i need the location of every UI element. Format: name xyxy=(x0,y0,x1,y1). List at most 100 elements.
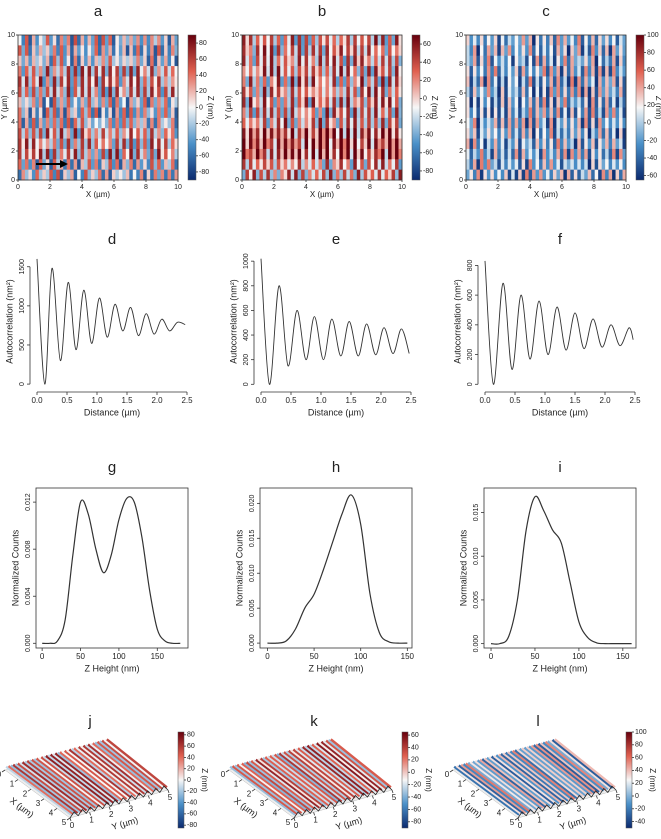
texture xyxy=(353,107,358,119)
texture xyxy=(367,86,372,98)
texture xyxy=(591,138,596,150)
texture xyxy=(125,76,130,88)
texture xyxy=(384,86,389,98)
texture xyxy=(242,97,246,108)
texture xyxy=(322,66,326,77)
texture xyxy=(111,86,116,98)
texture xyxy=(174,45,179,57)
texture xyxy=(18,66,22,77)
texture xyxy=(248,107,253,119)
texture xyxy=(573,107,578,119)
surface-edge xyxy=(293,785,393,819)
texture xyxy=(573,55,578,67)
texture xyxy=(476,35,481,46)
texture xyxy=(528,55,533,67)
texture xyxy=(101,128,106,139)
texture xyxy=(388,117,392,129)
texture xyxy=(472,97,477,108)
texture xyxy=(500,66,505,77)
y-tick-label: 3 xyxy=(353,804,358,813)
texture xyxy=(598,55,603,67)
texture xyxy=(24,128,29,139)
texture xyxy=(391,159,396,171)
texture xyxy=(507,86,512,98)
texture xyxy=(28,66,33,77)
texture xyxy=(460,763,527,814)
texture xyxy=(521,138,526,150)
texture xyxy=(398,107,403,119)
texture xyxy=(297,128,302,139)
texture xyxy=(549,739,612,790)
texture xyxy=(45,55,50,67)
texture xyxy=(542,76,547,88)
texture xyxy=(63,138,68,150)
texture xyxy=(577,45,582,57)
texture xyxy=(504,97,509,108)
texture xyxy=(619,35,623,46)
y-tick-label: 800 xyxy=(467,259,474,271)
texture xyxy=(49,169,54,181)
texture xyxy=(21,117,26,129)
texture xyxy=(297,55,302,67)
texture xyxy=(98,97,102,108)
texture xyxy=(38,86,43,98)
colorbar-tick-label: -40 xyxy=(187,799,197,806)
texture xyxy=(479,97,484,108)
texture xyxy=(507,148,512,160)
texture xyxy=(174,159,179,171)
texture xyxy=(63,749,128,800)
texture xyxy=(325,45,330,57)
texture xyxy=(269,159,274,171)
texture xyxy=(294,107,299,119)
texture xyxy=(252,117,257,129)
texture xyxy=(605,35,610,46)
texture xyxy=(297,66,302,77)
texture xyxy=(469,148,474,160)
texture xyxy=(252,76,257,88)
colorbar-tick-label: -20 xyxy=(411,781,421,788)
texture xyxy=(91,86,95,98)
texture xyxy=(28,86,33,98)
texture xyxy=(469,97,474,108)
texture xyxy=(483,169,488,181)
texture xyxy=(273,45,278,57)
texture xyxy=(395,107,399,119)
texture xyxy=(615,97,620,108)
texture xyxy=(591,159,596,171)
texture xyxy=(104,66,109,77)
texture xyxy=(507,107,512,119)
texture xyxy=(622,66,627,77)
texture xyxy=(132,138,137,150)
texture xyxy=(563,35,568,46)
texture xyxy=(559,97,564,108)
texture xyxy=(483,148,488,160)
texture xyxy=(136,128,141,139)
texture xyxy=(21,35,26,46)
y-tick-label: 8 xyxy=(235,61,239,68)
texture xyxy=(31,128,36,139)
texture xyxy=(514,86,519,98)
texture xyxy=(587,117,592,129)
texture xyxy=(61,750,126,801)
texture xyxy=(608,128,613,139)
texture xyxy=(353,66,358,77)
texture xyxy=(374,86,379,98)
texture xyxy=(528,76,533,88)
texture xyxy=(280,55,285,67)
x-tick-label: 6 xyxy=(560,184,564,191)
texture xyxy=(59,107,64,119)
texture xyxy=(98,45,102,57)
texture xyxy=(94,86,99,98)
texture xyxy=(381,45,386,57)
texture xyxy=(523,746,587,797)
texture xyxy=(559,117,564,129)
texture xyxy=(360,107,365,119)
x-tick-label: 2.0 xyxy=(151,396,163,405)
texture xyxy=(476,76,481,88)
texture xyxy=(497,66,502,77)
texture xyxy=(325,107,330,119)
texture xyxy=(598,107,603,119)
x-tick-label: 0.5 xyxy=(61,396,73,405)
texture xyxy=(577,169,582,181)
texture xyxy=(308,97,312,108)
